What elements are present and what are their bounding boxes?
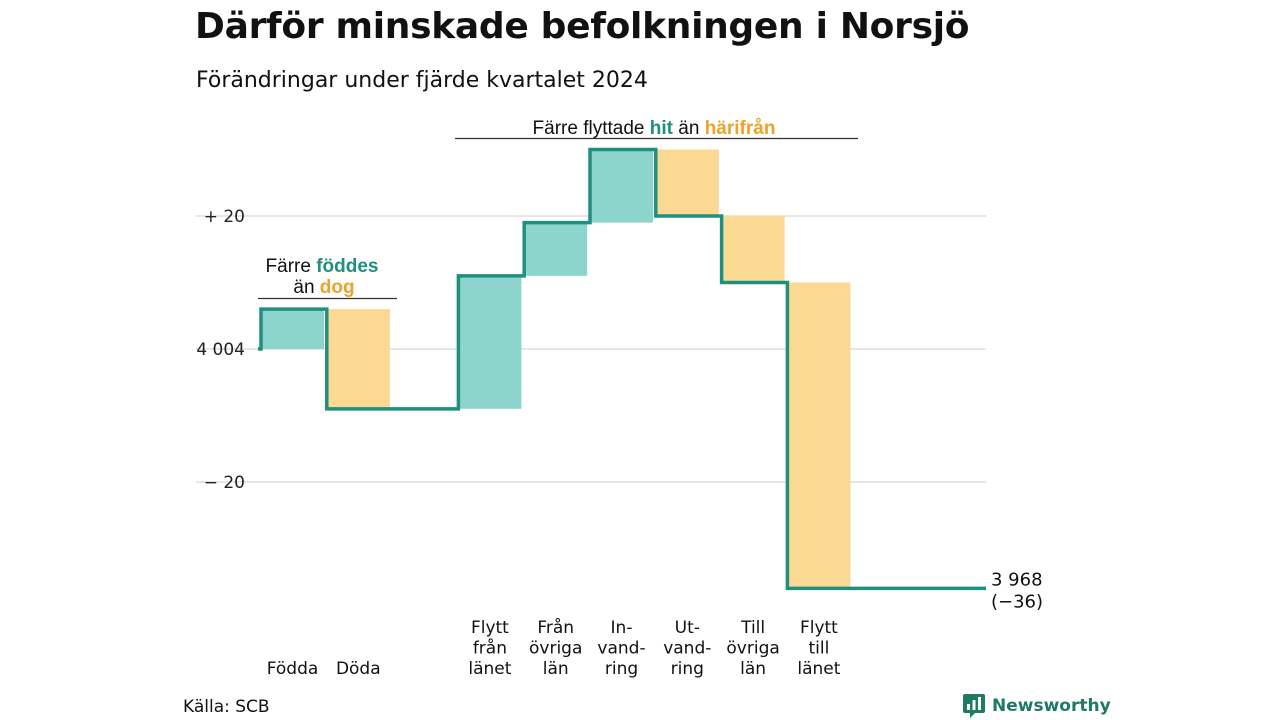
waterfall-bar [787,282,851,589]
waterfall-bar [326,309,390,409]
waterfall-bar [655,149,719,216]
end-value-labels: 3 968(−36) [991,569,1043,612]
end-change-label: (−36) [991,591,1043,612]
y-tick-labels: + 20 4 004 − 20 [196,207,245,493]
waterfall-bar [590,149,653,223]
births-annotation-line1: Färre föddes [266,256,379,277]
y-tick-label: 4 004 [196,340,245,360]
category-label: Flytt från länet [468,618,511,679]
births-annotation-line2: än dog [293,277,354,298]
end-value-label: 3 968 [991,569,1043,590]
waterfall-bar [524,222,588,276]
category-label: Från övriga län [529,617,582,679]
category-label: Födda [267,659,319,679]
category-label: Flytt till länet [797,618,840,679]
category-label: In-vand-ring [597,618,645,679]
waterfall-bars [261,149,851,589]
category-label: Döda [336,659,381,679]
chart-title: Därför minskade befolkningen i Norsjö [195,6,970,47]
category-labels: Födda Döda Flytt från länet Från övriga län In-v… [267,617,841,679]
chart-subtitle: Förändringar under fjärde kvartalet 2024 [196,68,648,93]
y-tick-label: − 20 [204,473,245,493]
waterfall-bar [721,216,785,283]
newsworthy-logo-icon [963,694,985,718]
waterfall-step-line [258,147,986,591]
newsworthy-logo: Newsworthy [962,692,1111,720]
category-label: Ut-vand-ring [663,618,711,679]
source-note: Källa: SCB [183,697,270,717]
step-line [258,147,986,591]
migration-annotation: Färre flyttade hit än härifrån [533,118,776,139]
waterfall-bar [458,275,522,409]
waterfall-bar [261,309,324,349]
category-label: Till övriga län [726,618,779,679]
logo-text: Newsworthy [992,696,1111,716]
y-tick-label: + 20 [204,207,245,227]
